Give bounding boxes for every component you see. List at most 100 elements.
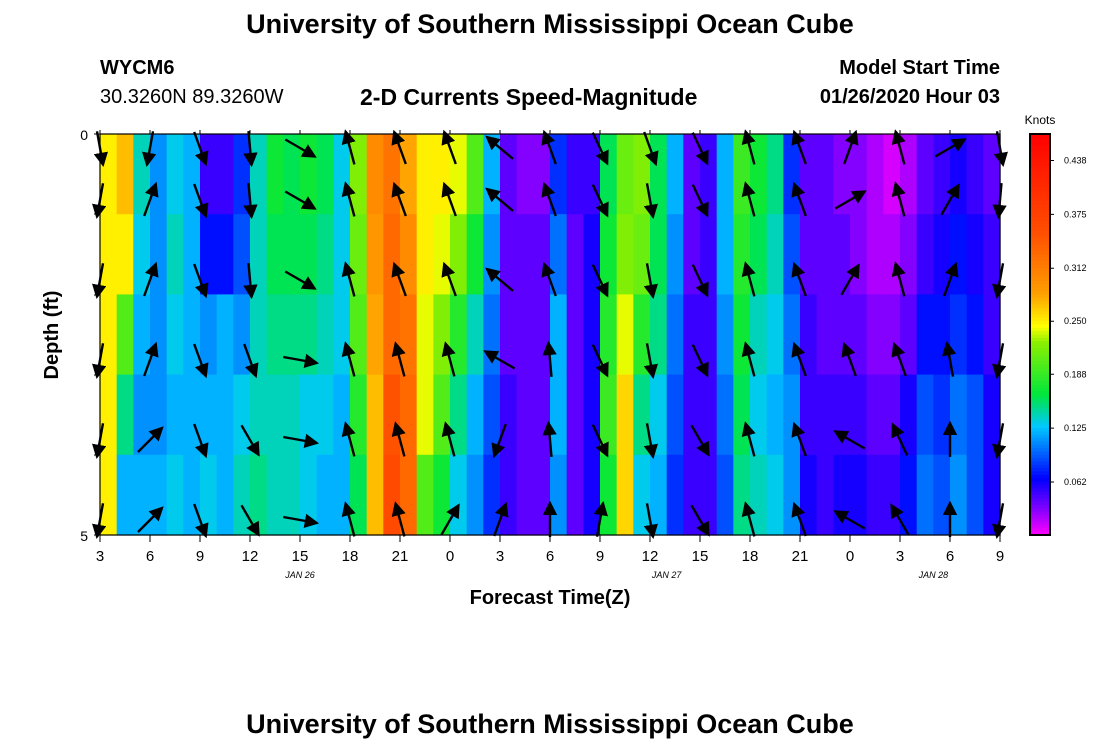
colorbar-segment [1030,200,1050,205]
heatmap-cell [500,454,518,536]
current-vector-arrow [891,129,906,165]
heatmap-cell [950,454,968,536]
heatmap-cell [266,454,284,536]
colorbar-segment [1030,160,1050,165]
colorbar-segment [1030,264,1050,269]
heatmap-cell [600,134,618,215]
heatmap-cell [233,454,251,536]
heatmap-cell [816,294,834,376]
heatmap-cell [300,214,318,295]
heatmap-cell [750,134,768,215]
heatmap-cell [116,134,134,215]
colorbar-segment [1030,451,1050,456]
colorbar-segment [1030,524,1050,529]
heatmap-cell [916,214,934,295]
current-vector-arrow [341,421,356,457]
colorbar-segment [1030,314,1050,319]
heatmap-cell [266,134,284,215]
x-tick-label: 18 [342,548,359,565]
colorbar-segment [1030,271,1050,275]
colorbar-segment [1030,190,1050,195]
page-title: University of Southern Mississippi Ocean… [246,9,854,39]
colorbar-segment [1030,247,1050,252]
x-date-label: JAN 28 [918,570,949,580]
heatmap-cell [650,134,668,215]
current-vector-arrow [643,423,658,460]
heatmap-cell [850,134,868,215]
colorbar-segment [1030,157,1050,162]
heatmap-cell [850,214,868,295]
current-vector-arrow [942,340,957,377]
colorbar-segment [1030,434,1050,439]
colorbar-segment [1030,154,1050,158]
heatmap-cell [183,134,201,215]
colorbar-segment [1030,281,1050,285]
current-vector-arrow [137,426,164,453]
heatmap-cell [316,134,334,215]
colorbar-segment [1030,327,1050,332]
heatmap-cell [583,374,601,456]
current-vector-arrow [643,183,658,220]
colorbar-segment [1030,411,1050,416]
heatmap-cell [700,214,718,295]
heatmap-cell [416,134,434,215]
heatmap-cell [150,294,168,376]
heatmap-cell [966,454,984,536]
heatmap-cell [533,454,551,536]
heatmap-cell [266,294,284,376]
colorbar-segment [1030,391,1050,396]
colorbar-segment [1030,367,1050,372]
colorbar-segment [1030,334,1050,339]
heatmap-cell [316,294,334,376]
current-vector-arrow [143,341,159,377]
heatmap-cell [900,294,918,376]
heatmap-cell [266,374,284,456]
heatmap-cell [433,374,451,456]
heatmap-cell [516,374,534,456]
heatmap-cell [800,294,818,376]
heatmap-cell [333,214,351,295]
current-vector-arrow [193,183,209,219]
heatmap-cell [983,214,1001,295]
colorbar-segment [1030,324,1050,329]
colorbar-tick-label: 0.062 [1064,477,1087,487]
x-tick-label: 9 [996,548,1004,565]
colorbar-segment [1030,404,1050,409]
colorbar-segment [1030,508,1050,513]
colorbar-segment [1030,210,1050,215]
heatmap-cell [700,294,718,376]
heatmap-cell [716,454,734,536]
current-vector-arrow [283,433,320,448]
colorbar-segment [1030,381,1050,386]
heatmap-cell [333,134,351,215]
current-vector-arrow [791,341,807,377]
heatmap-cell [700,454,718,536]
colorbar-segment [1030,301,1050,306]
colorbar-segment [1030,448,1050,453]
colorbar-segment [1030,488,1050,493]
colorbar-segment [1030,137,1050,142]
heatmap-cell [166,134,184,215]
x-date-label: JAN 27 [651,570,683,580]
x-tick-label: 15 [292,548,309,565]
current-vector-arrow [833,430,866,450]
current-vector-arrow [542,420,557,458]
heatmap-cell [950,214,968,295]
heatmap-cell [283,454,301,536]
heatmap-cell [833,134,851,215]
colorbar-segment [1030,254,1050,259]
current-vector-arrow [485,267,514,292]
heatmap-cell [683,214,701,295]
heatmap-cell [450,134,468,215]
colorbar-segment [1030,174,1050,179]
heatmap-cell [933,294,951,376]
heatmap-cell [516,454,534,536]
current-vector-arrow [891,341,907,377]
colorbar: Knots 0.438 0.375 0.312 0.250 0.188 0.125 0.062 [1025,113,1087,536]
heatmap-cell [666,454,684,536]
heatmap-cell [716,374,734,456]
heatmap-cell [616,214,634,295]
heatmap-cell [883,374,901,456]
heatmap-cell [783,374,801,456]
